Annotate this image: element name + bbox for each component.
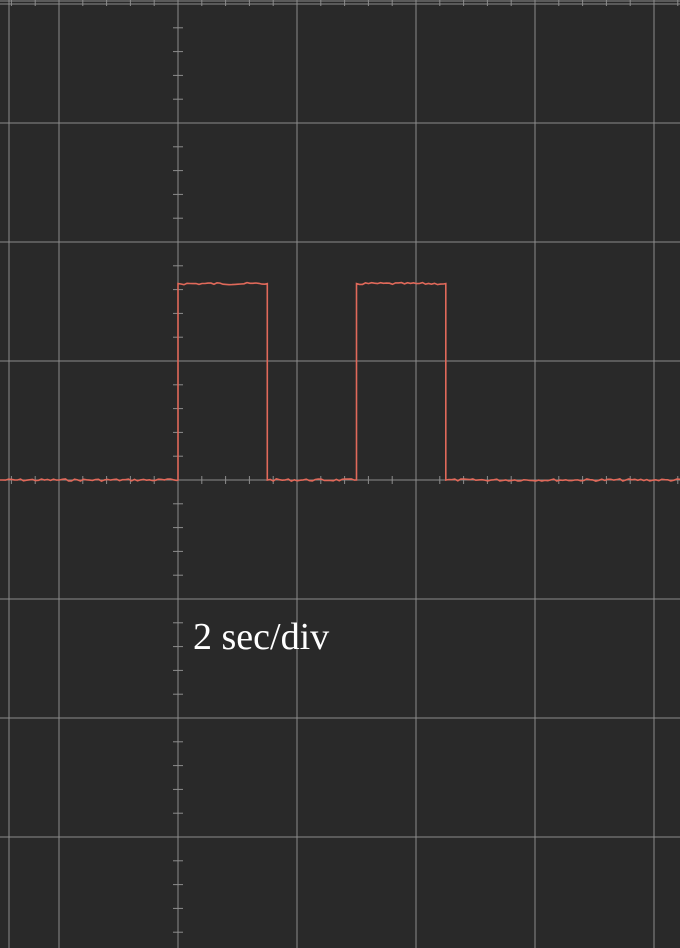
axis-ticks xyxy=(10,0,679,933)
time-scale-label: 2 sec/div xyxy=(193,616,330,658)
trace-layer xyxy=(0,281,680,482)
signal-trace xyxy=(0,281,680,482)
